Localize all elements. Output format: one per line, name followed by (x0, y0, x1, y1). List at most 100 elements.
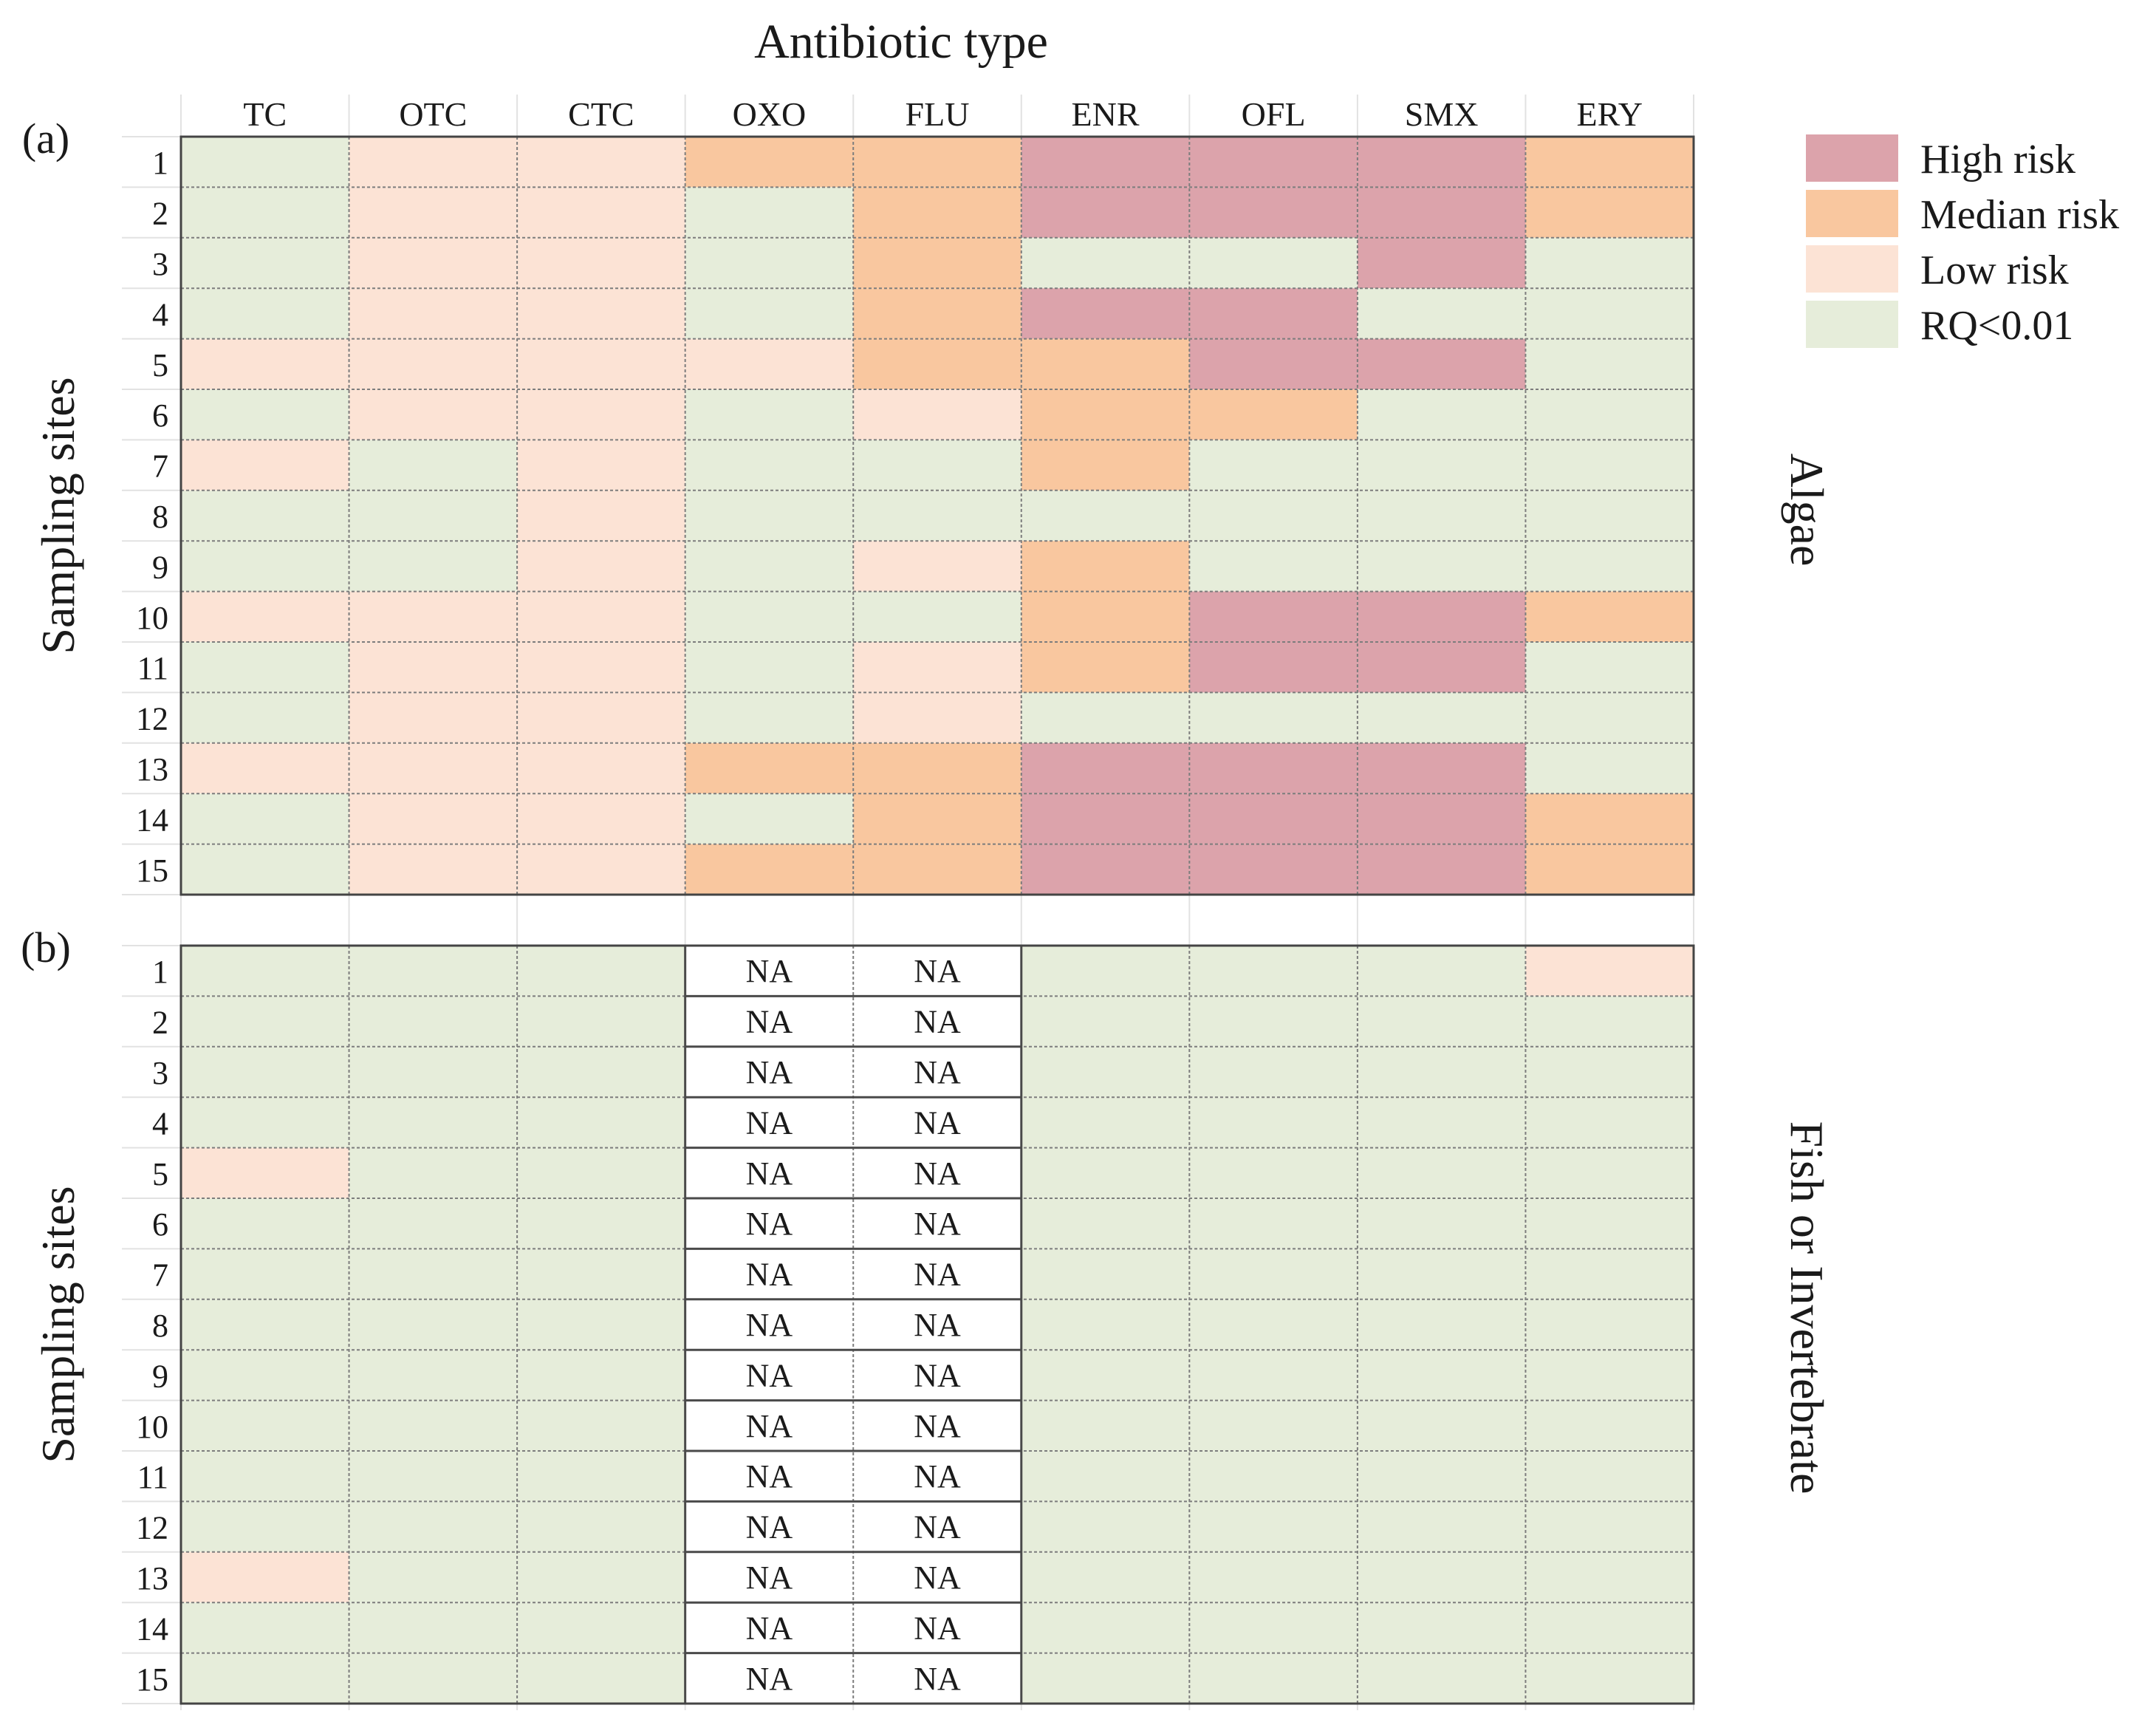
heatmap-cell-7-smx (1357, 440, 1526, 491)
heatmap-cell-13-enr (1021, 742, 1190, 794)
heatmap-cell-5-oxo (685, 338, 854, 389)
heatmap-cell-7-flu (853, 440, 1021, 491)
row-label-4: 4 (152, 1105, 168, 1141)
column-label-ery: ERY (1576, 95, 1642, 133)
heatmap-cell-8-ofl (1189, 490, 1358, 542)
heatmap-cell-12-oxo (685, 1501, 854, 1552)
legend-swatch-low (1806, 245, 1898, 293)
heatmap-cell-1-ery (1525, 946, 1694, 997)
y-axis-label: Sampling sites (32, 377, 84, 654)
heatmap-cell-2-ofl (1189, 996, 1358, 1047)
heatmap-cell-9-oxo (685, 1350, 854, 1401)
heatmap-cell-2-flu (853, 187, 1021, 238)
column-label-ofl: OFL (1242, 95, 1306, 133)
heatmap-cell-11-ofl (1189, 642, 1358, 693)
heatmap-cell-12-otc (349, 692, 518, 743)
heatmap-cell-15-tc (181, 1653, 349, 1704)
heatmap-cell-10-ofl (1189, 591, 1358, 642)
heatmap-cell-4-ctc (517, 288, 685, 339)
heatmap-cell-13-ctc (517, 742, 685, 794)
heatmap-cell-1-tc (181, 137, 349, 188)
heatmap-cell-7-tc (181, 440, 349, 491)
heatmap-cell-10-smx (1357, 591, 1526, 642)
heatmap-cell-2-tc (181, 996, 349, 1047)
heatmap-cell-2-ery (1525, 187, 1694, 238)
heatmap-cell-9-ctc (517, 541, 685, 592)
na-label: NA (746, 1206, 793, 1242)
heatmap-cell-5-otc (349, 1147, 518, 1198)
row-label-6: 6 (152, 397, 168, 434)
heatmap-cell-10-ctc (517, 1400, 685, 1451)
row-label-3: 3 (152, 1055, 168, 1091)
heatmap-cell-9-flu (853, 541, 1021, 592)
heatmap-cell-8-tc (181, 490, 349, 542)
heatmap-cell-13-smx (1357, 742, 1526, 794)
heatmap-cell-14-tc (181, 793, 349, 844)
heatmap-cell-4-tc (181, 1097, 349, 1148)
heatmap-cell-8-ofl (1189, 1299, 1358, 1350)
heatmap-cell-11-otc (349, 642, 518, 693)
heatmap-cell-9-tc (181, 541, 349, 592)
heatmap-cell-3-ery (1525, 237, 1694, 289)
heatmap-cell-9-smx (1357, 541, 1526, 592)
heatmap-cell-9-tc (181, 1350, 349, 1401)
row-label-8: 8 (152, 1308, 168, 1344)
heatmap-cell-11-ctc (517, 1451, 685, 1502)
heatmap-cell-14-otc (349, 793, 518, 844)
column-label-tc: TC (243, 95, 287, 133)
heatmap-cell-3-ofl (1189, 237, 1358, 289)
heatmap-cell-14-oxo (685, 793, 854, 844)
heatmap-cell-9-oxo (685, 541, 854, 592)
na-label: NA (746, 1357, 793, 1393)
heatmap-cell-8-tc (181, 1299, 349, 1350)
heatmap-cell-15-ctc (517, 1653, 685, 1704)
row-label-8: 8 (152, 499, 168, 535)
heatmap-cell-11-tc (181, 1451, 349, 1502)
legend-swatch-median (1806, 190, 1898, 237)
row-label-2: 2 (152, 196, 168, 232)
heatmap-cell-1-smx (1357, 137, 1526, 188)
heatmap-cell-8-oxo (685, 490, 854, 542)
heatmap-cell-1-smx (1357, 946, 1526, 997)
heatmap-cell-6-oxo (685, 389, 854, 440)
heatmap-cell-8-enr (1021, 490, 1190, 542)
heatmap-cell-3-oxo (685, 1046, 854, 1098)
heatmap-cell-9-otc (349, 541, 518, 592)
heatmap-cell-6-otc (349, 389, 518, 440)
heatmap-cell-7-flu (853, 1249, 1021, 1299)
column-label-enr: ENR (1072, 95, 1140, 133)
heatmap-cell-11-flu (853, 1451, 1021, 1502)
heatmap-cell-6-ofl (1189, 389, 1358, 440)
heatmap-cell-6-ery (1525, 1198, 1694, 1249)
heatmap-cell-4-ctc (517, 1097, 685, 1148)
heatmap-cell-6-enr (1021, 1198, 1190, 1249)
heatmap-cell-10-ofl (1189, 1400, 1358, 1451)
heatmap-cell-11-flu (853, 642, 1021, 693)
heatmap-cell-12-enr (1021, 692, 1190, 743)
heatmap-cell-4-flu (853, 288, 1021, 339)
heatmap-cell-2-otc (349, 996, 518, 1047)
heatmap-cell-13-ery (1525, 742, 1694, 794)
na-label: NA (914, 1509, 961, 1545)
na-label: NA (746, 1155, 793, 1192)
row-label-14: 14 (136, 1610, 168, 1647)
heatmap-cell-3-otc (349, 237, 518, 289)
heatmap-cell-8-ctc (517, 1299, 685, 1350)
heatmap-cell-2-ctc (517, 996, 685, 1047)
row-label-11: 11 (137, 1459, 168, 1495)
heatmap-cell-15-tc (181, 844, 349, 895)
heatmap-cell-14-enr (1021, 793, 1190, 844)
na-label: NA (914, 953, 961, 989)
heatmap-cell-8-ery (1525, 490, 1694, 542)
heatmap-cell-7-tc (181, 1249, 349, 1299)
na-label: NA (746, 1458, 793, 1495)
heatmap-cell-9-ofl (1189, 541, 1358, 592)
heatmap-cell-9-enr (1021, 541, 1190, 592)
row-label-14: 14 (136, 802, 168, 838)
heatmap-cell-2-enr (1021, 996, 1190, 1047)
heatmap-cell-4-flu (853, 1097, 1021, 1148)
heatmap-cell-2-oxo (685, 996, 854, 1047)
heatmap-cell-11-ery (1525, 1451, 1694, 1502)
heatmap-cell-10-tc (181, 591, 349, 642)
